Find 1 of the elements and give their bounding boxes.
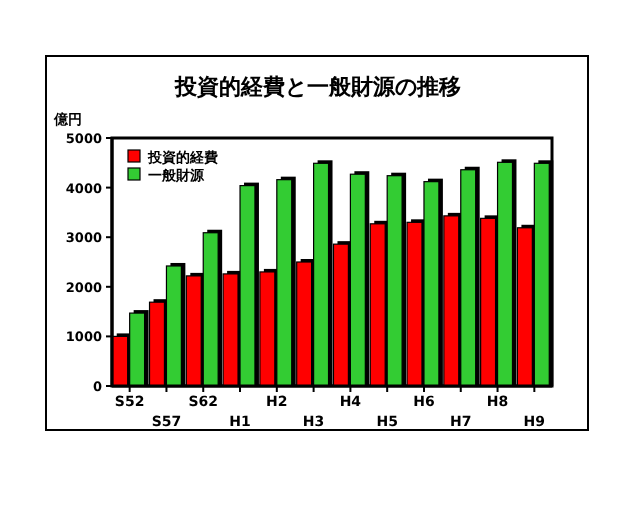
chart-title: 投資的経費と一般財源の推移 [173,74,461,100]
